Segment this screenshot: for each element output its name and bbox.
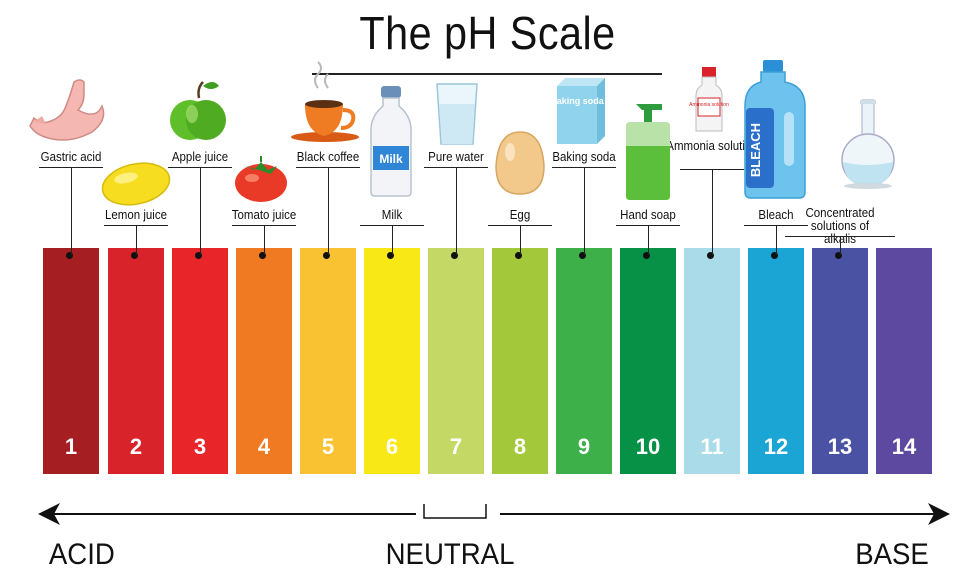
ph-bar-14: 14	[876, 248, 932, 474]
connector-line	[648, 225, 649, 255]
connector-line	[328, 167, 329, 255]
ammonia-bottle-text: Ammonia solution	[689, 102, 729, 108]
connector-dot	[579, 252, 586, 259]
substance-label: Gastric acid	[40, 150, 102, 164]
ph-bar-8: 8	[492, 248, 548, 474]
ph-bar-5: 5	[300, 248, 356, 474]
connector-dot	[515, 252, 522, 259]
substance-label: Ammonia solution	[666, 139, 758, 153]
substance-label: Lemon juice	[104, 208, 168, 222]
ph-value: 7	[449, 434, 463, 459]
connector-dot	[643, 252, 650, 259]
ph-value: 9	[577, 434, 591, 459]
lemon-icon	[101, 162, 171, 206]
substance-label: Baking soda	[552, 150, 616, 164]
connector-line	[776, 225, 777, 255]
connector-dot	[451, 252, 458, 259]
ph-value: 10	[635, 434, 661, 459]
ph-value: 11	[700, 434, 724, 459]
ph-bar-1: 1	[43, 248, 99, 474]
connector-line	[584, 167, 585, 255]
ph-value: 4	[257, 434, 271, 459]
ph-bar-11: 11	[684, 248, 740, 474]
bleach-bottle-icon: BLEACH	[744, 60, 806, 199]
title-underline	[312, 73, 662, 75]
connector-dot	[835, 252, 842, 259]
substance-label: Pure water	[428, 150, 484, 164]
milk-bottle-icon: Milk	[370, 86, 412, 197]
page-title: The pH Scale	[359, 7, 616, 59]
connector-line	[840, 236, 841, 255]
connector-line	[264, 225, 265, 255]
base-arrow-icon	[928, 503, 950, 525]
neutral-gap	[416, 504, 500, 524]
substance-label: Bleach	[758, 208, 794, 222]
connector-line	[71, 167, 72, 255]
water-glass-icon	[436, 83, 478, 145]
tomato-icon	[235, 156, 287, 202]
ph-bar-13: 13	[812, 248, 868, 474]
substance-label: Hand soap	[620, 208, 676, 222]
ph-value: 3	[193, 434, 207, 459]
ammonia-bottle-icon: Ammonia solution	[689, 67, 729, 132]
egg-icon	[495, 131, 545, 195]
apple-icon	[170, 81, 226, 140]
connector-line	[392, 225, 393, 255]
ph-value: 14	[891, 434, 917, 459]
connector-dot	[771, 252, 778, 259]
ph-bar-3: 3	[172, 248, 228, 474]
ph-bar-12: 12	[748, 248, 804, 474]
ph-value: 13	[827, 434, 853, 459]
milk-bottle-text: Milk	[379, 152, 403, 166]
neutral-label: NEUTRAL	[385, 538, 515, 571]
ph-value: 5	[321, 434, 335, 459]
connector-dot	[195, 252, 202, 259]
acid-label: ACID	[48, 538, 115, 571]
ph-bar-9: 9	[556, 248, 612, 474]
baking-soda-box-text: Baking soda	[550, 96, 605, 106]
connector-dot	[387, 252, 394, 259]
connector-dot	[131, 252, 138, 259]
substance-label: Black coffee	[296, 150, 360, 164]
connector-line	[136, 225, 137, 255]
ph-bar-4: 4	[236, 248, 292, 474]
connector-dot	[707, 252, 714, 259]
bleach-bottle-text: BLEACH	[748, 123, 763, 177]
ph-bar-2: 2	[108, 248, 164, 474]
baking-soda-box-icon: Baking soda	[550, 78, 605, 144]
connector-line	[712, 169, 713, 255]
substance-label: Concentrated solutions of alkalis	[805, 206, 875, 246]
base-label: BASE	[855, 538, 929, 571]
connector-dot	[66, 252, 73, 259]
ph-value: 1	[64, 434, 78, 459]
soap-dispenser-icon	[626, 104, 670, 200]
ph-bar-10: 10	[620, 248, 676, 474]
coffee-cup-icon	[291, 61, 359, 142]
ph-bar-7: 7	[428, 248, 484, 474]
ph-value: 8	[513, 434, 527, 459]
connector-dot	[323, 252, 330, 259]
connector-dot	[259, 252, 266, 259]
ph-value: 12	[763, 434, 789, 459]
flask-icon	[841, 99, 895, 189]
ph-value: 2	[129, 434, 143, 459]
neutral-bracket	[423, 504, 487, 519]
substance-label: Milk	[381, 208, 403, 222]
substance-label: Egg	[509, 208, 531, 222]
stomach-icon	[29, 79, 105, 141]
substance-label: Tomato juice	[231, 208, 297, 222]
acid-arrow-icon	[38, 503, 60, 525]
connector-line	[456, 167, 457, 255]
ph-bar-6: 6	[364, 248, 420, 474]
connector-line	[520, 225, 521, 255]
connector-line	[200, 167, 201, 255]
ph-value: 6	[385, 434, 399, 459]
substance-label: Apple juice	[171, 150, 229, 164]
